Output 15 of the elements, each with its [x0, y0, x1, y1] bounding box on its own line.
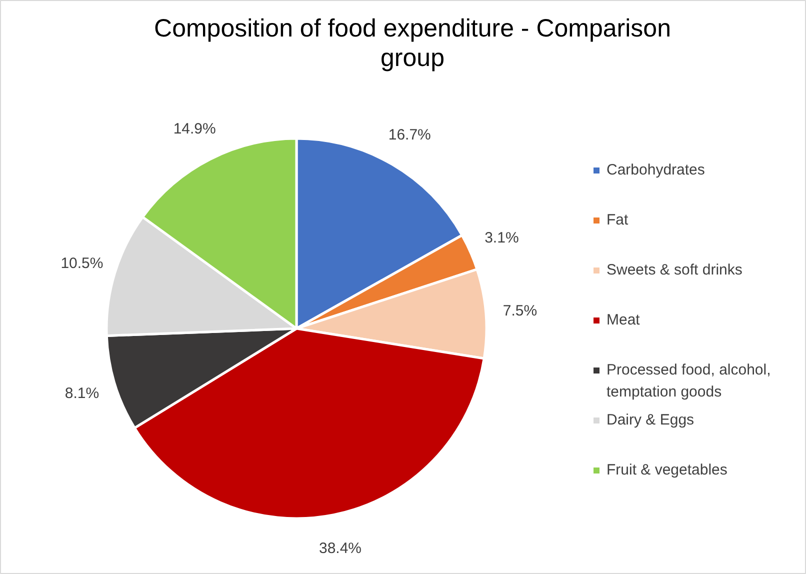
- legend-label: Dairy & Eggs: [606, 412, 694, 428]
- legend-label: Fat: [606, 212, 630, 228]
- data-label: 16.7%: [388, 126, 431, 144]
- data-label: 10.5%: [60, 254, 104, 272]
- data-label: 14.9%: [173, 120, 216, 138]
- legend-label: Meat: [606, 312, 641, 328]
- chart-title: Composition of food expenditure - Comparison group: [154, 14, 671, 72]
- data-label: 38.4%: [318, 540, 362, 557]
- data-label: 3.1%: [484, 230, 519, 247]
- legend-label: Fruit & vegetables: [606, 462, 728, 478]
- legend-label: Processed food, alcohol, temptation goods: [606, 362, 771, 401]
- data-label: 8.1%: [64, 385, 100, 402]
- legend-label: Sweets & soft drinks: [606, 262, 742, 278]
- data-label: 7.5%: [502, 302, 538, 320]
- legend-label: Carbohydrates: [606, 162, 705, 178]
